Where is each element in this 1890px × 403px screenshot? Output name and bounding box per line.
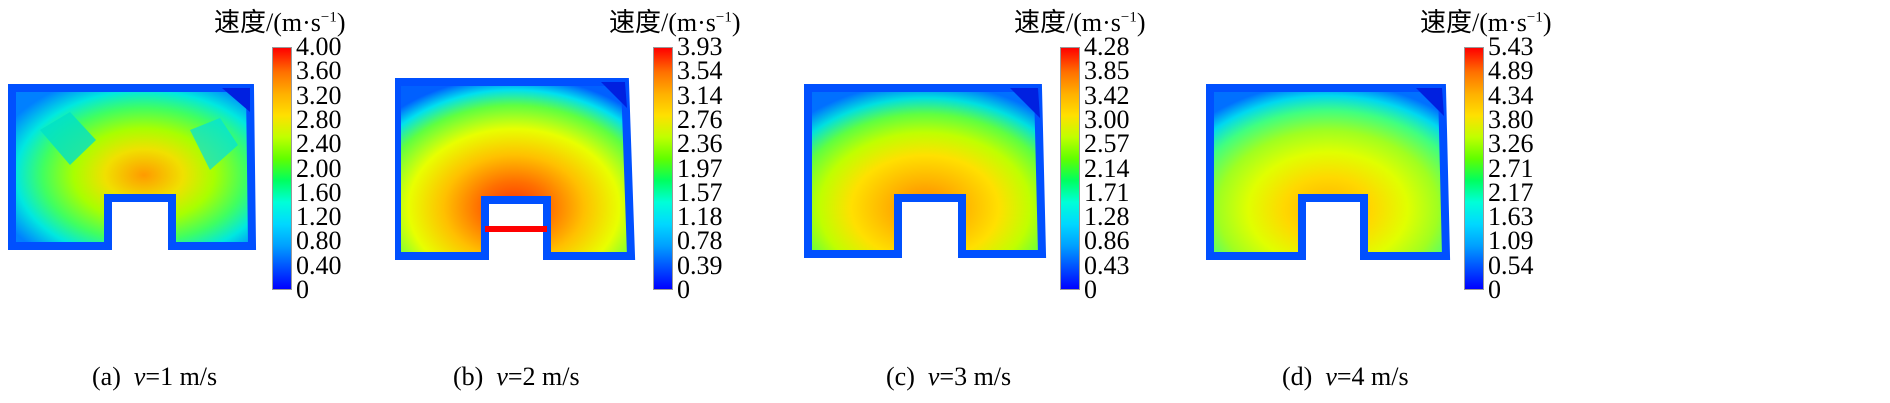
colorbar-tick-label: 1.09 <box>1488 226 1534 256</box>
colorbar <box>653 47 673 290</box>
panel-caption: (d) v=4 m/s <box>1282 362 1409 391</box>
velocity-contour-b <box>395 78 636 260</box>
colorbar-title: 速度/(m·s−1) <box>1014 8 1146 37</box>
colorbar-tick-label: 2.76 <box>677 104 723 134</box>
colorbar-tick-label: 1.63 <box>1488 202 1534 232</box>
colorbar-tick-label: 1.60 <box>296 177 342 207</box>
colorbar-tick-label: 3.20 <box>296 80 342 110</box>
colorbar-tick-label: 1.28 <box>1084 202 1130 232</box>
colorbar-tick-label: 1.57 <box>677 177 723 207</box>
colorbar-tick-label: 0.78 <box>677 226 723 256</box>
colorbar-title: 速度/(m·s−1) <box>609 8 741 37</box>
colorbar-tick-label: 3.54 <box>677 56 723 86</box>
colorbar-tick-label: 3.85 <box>1084 56 1130 86</box>
colorbar-tick-label: 2.00 <box>296 153 342 183</box>
colorbar-tick-label: 3.60 <box>296 56 342 86</box>
colorbar-tick-label: 2.17 <box>1488 177 1534 207</box>
colorbar-title: 速度/(m·s−1) <box>1420 8 1552 37</box>
colorbar-tick-label: 3.93 <box>677 32 723 61</box>
colorbar-tick-label: 1.18 <box>677 202 723 232</box>
panel-a: 速度/(m·s−1) 4.00 3.60 3.20 2.80 2.40 2.00 1.60 1… <box>0 0 472 403</box>
colorbar <box>1464 47 1484 290</box>
colorbar-tick-label: 0.40 <box>296 250 342 280</box>
panel-c: 速度/(m·s−1) 4.28 3.85 3.42 3.00 2.57 2.14 1.71 1… <box>800 0 1272 403</box>
colorbar-tick-label: 2.36 <box>677 129 723 159</box>
colorbar-tick-label: 2.14 <box>1084 153 1130 183</box>
colorbar-tick-label: 3.00 <box>1084 104 1130 134</box>
colorbar-tick-label: 2.80 <box>296 104 342 134</box>
panel-b: 速度/(m·s−1) 3.93 3.54 3.14 2.76 2.36 1.97 1.57 1… <box>395 0 867 403</box>
colorbar-tick-label: 0.39 <box>677 250 723 280</box>
colorbar-tick-label: 3.80 <box>1488 104 1534 134</box>
colorbar-tick-label: 3.42 <box>1084 80 1130 110</box>
panel-caption: (c) v=3 m/s <box>886 362 1012 391</box>
colorbar <box>272 47 292 290</box>
colorbar-tick-label: 4.89 <box>1488 56 1534 86</box>
velocity-contour-d <box>1206 84 1451 260</box>
colorbar-tick-label: 0 <box>1084 275 1097 304</box>
colorbar <box>1060 47 1080 290</box>
colorbar-tick-label: 0.86 <box>1084 226 1130 256</box>
velocity-contour-c <box>804 84 1047 258</box>
colorbar-tick-label: 0.80 <box>296 226 342 256</box>
panel-d: 速度/(m·s−1) 5.43 4.89 4.34 3.80 3.26 2.71 2.17 1… <box>1206 0 1678 403</box>
colorbar-tick-label: 0 <box>1488 275 1501 304</box>
colorbar-tick-label: 4.00 <box>296 32 342 61</box>
colorbar-tick-label: 1.97 <box>677 153 723 183</box>
colorbar-tick-label: 0.43 <box>1084 250 1130 280</box>
colorbar-title: 速度/(m·s−1) <box>214 8 346 37</box>
colorbar-tick-label: 2.57 <box>1084 129 1130 159</box>
colorbar-tick-label: 3.26 <box>1488 129 1534 159</box>
colorbar-tick-label: 5.43 <box>1488 32 1534 61</box>
panel-caption: (b) v=2 m/s <box>453 362 580 391</box>
colorbar-tick-label: 4.34 <box>1488 80 1534 110</box>
colorbar-tick-label: 1.20 <box>296 202 342 232</box>
colorbar-tick-label: 1.71 <box>1084 177 1130 207</box>
colorbar-tick-label: 4.28 <box>1084 32 1130 61</box>
velocity-contour-a <box>8 84 257 250</box>
colorbar-tick-label: 3.14 <box>677 80 723 110</box>
colorbar-tick-label: 0 <box>677 275 690 304</box>
panel-caption: (a) v=1 m/s <box>92 362 218 391</box>
colorbar-tick-label: 0.54 <box>1488 250 1534 280</box>
colorbar-tick-label: 2.71 <box>1488 153 1534 183</box>
colorbar-tick-label: 2.40 <box>296 129 342 159</box>
colorbar-tick-label: 0 <box>296 275 309 304</box>
